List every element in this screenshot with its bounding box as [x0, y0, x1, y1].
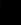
- Text: 814: 814: [13, 10, 21, 25]
- Text: Y: Y: [2, 10, 15, 25]
- Text: 802: 802: [10, 0, 21, 14]
- Text: 810: 810: [14, 4, 21, 19]
- Polygon shape: [11, 15, 14, 17]
- Text: Instruct driver to make
correction: Instruct driver to make correction: [0, 0, 21, 25]
- Text: N: N: [10, 7, 21, 25]
- Text: 816: 816: [10, 13, 21, 25]
- Text: 804: 804: [9, 1, 21, 16]
- Text: Steering input
from TBA only: Steering input from TBA only: [0, 0, 21, 25]
- Text: N: N: [10, 3, 21, 21]
- Text: Place vehicle in reverse: Place vehicle in reverse: [0, 0, 21, 15]
- Text: Y: Y: [6, 17, 19, 25]
- Text: 806: 806: [9, 4, 21, 19]
- Text: Y: Y: [2, 17, 15, 25]
- Polygon shape: [7, 8, 10, 10]
- Text: Is hitch angle
within acceptable
range?: Is hitch angle within acceptable range?: [0, 0, 21, 25]
- Text: Begin activation: Begin activation: [0, 0, 21, 23]
- Text: Control: Control: [0, 10, 21, 25]
- Text: End: End: [0, 12, 21, 25]
- Text: Is vehicle
speed below
threshold?: Is vehicle speed below threshold?: [0, 0, 21, 25]
- Text: N: N: [10, 0, 21, 17]
- Text: 808: 808: [9, 8, 21, 23]
- Bar: [11, 12, 14, 13]
- Polygon shape: [7, 15, 10, 17]
- Text: N: N: [14, 7, 21, 25]
- Polygon shape: [7, 11, 10, 14]
- Text: Corrective
action taken?: Corrective action taken?: [0, 0, 21, 25]
- Text: 812: 812: [13, 8, 21, 23]
- FancyBboxPatch shape: [9, 19, 12, 20]
- Text: Y: Y: [2, 14, 15, 25]
- Text: 800: 800: [10, 0, 21, 12]
